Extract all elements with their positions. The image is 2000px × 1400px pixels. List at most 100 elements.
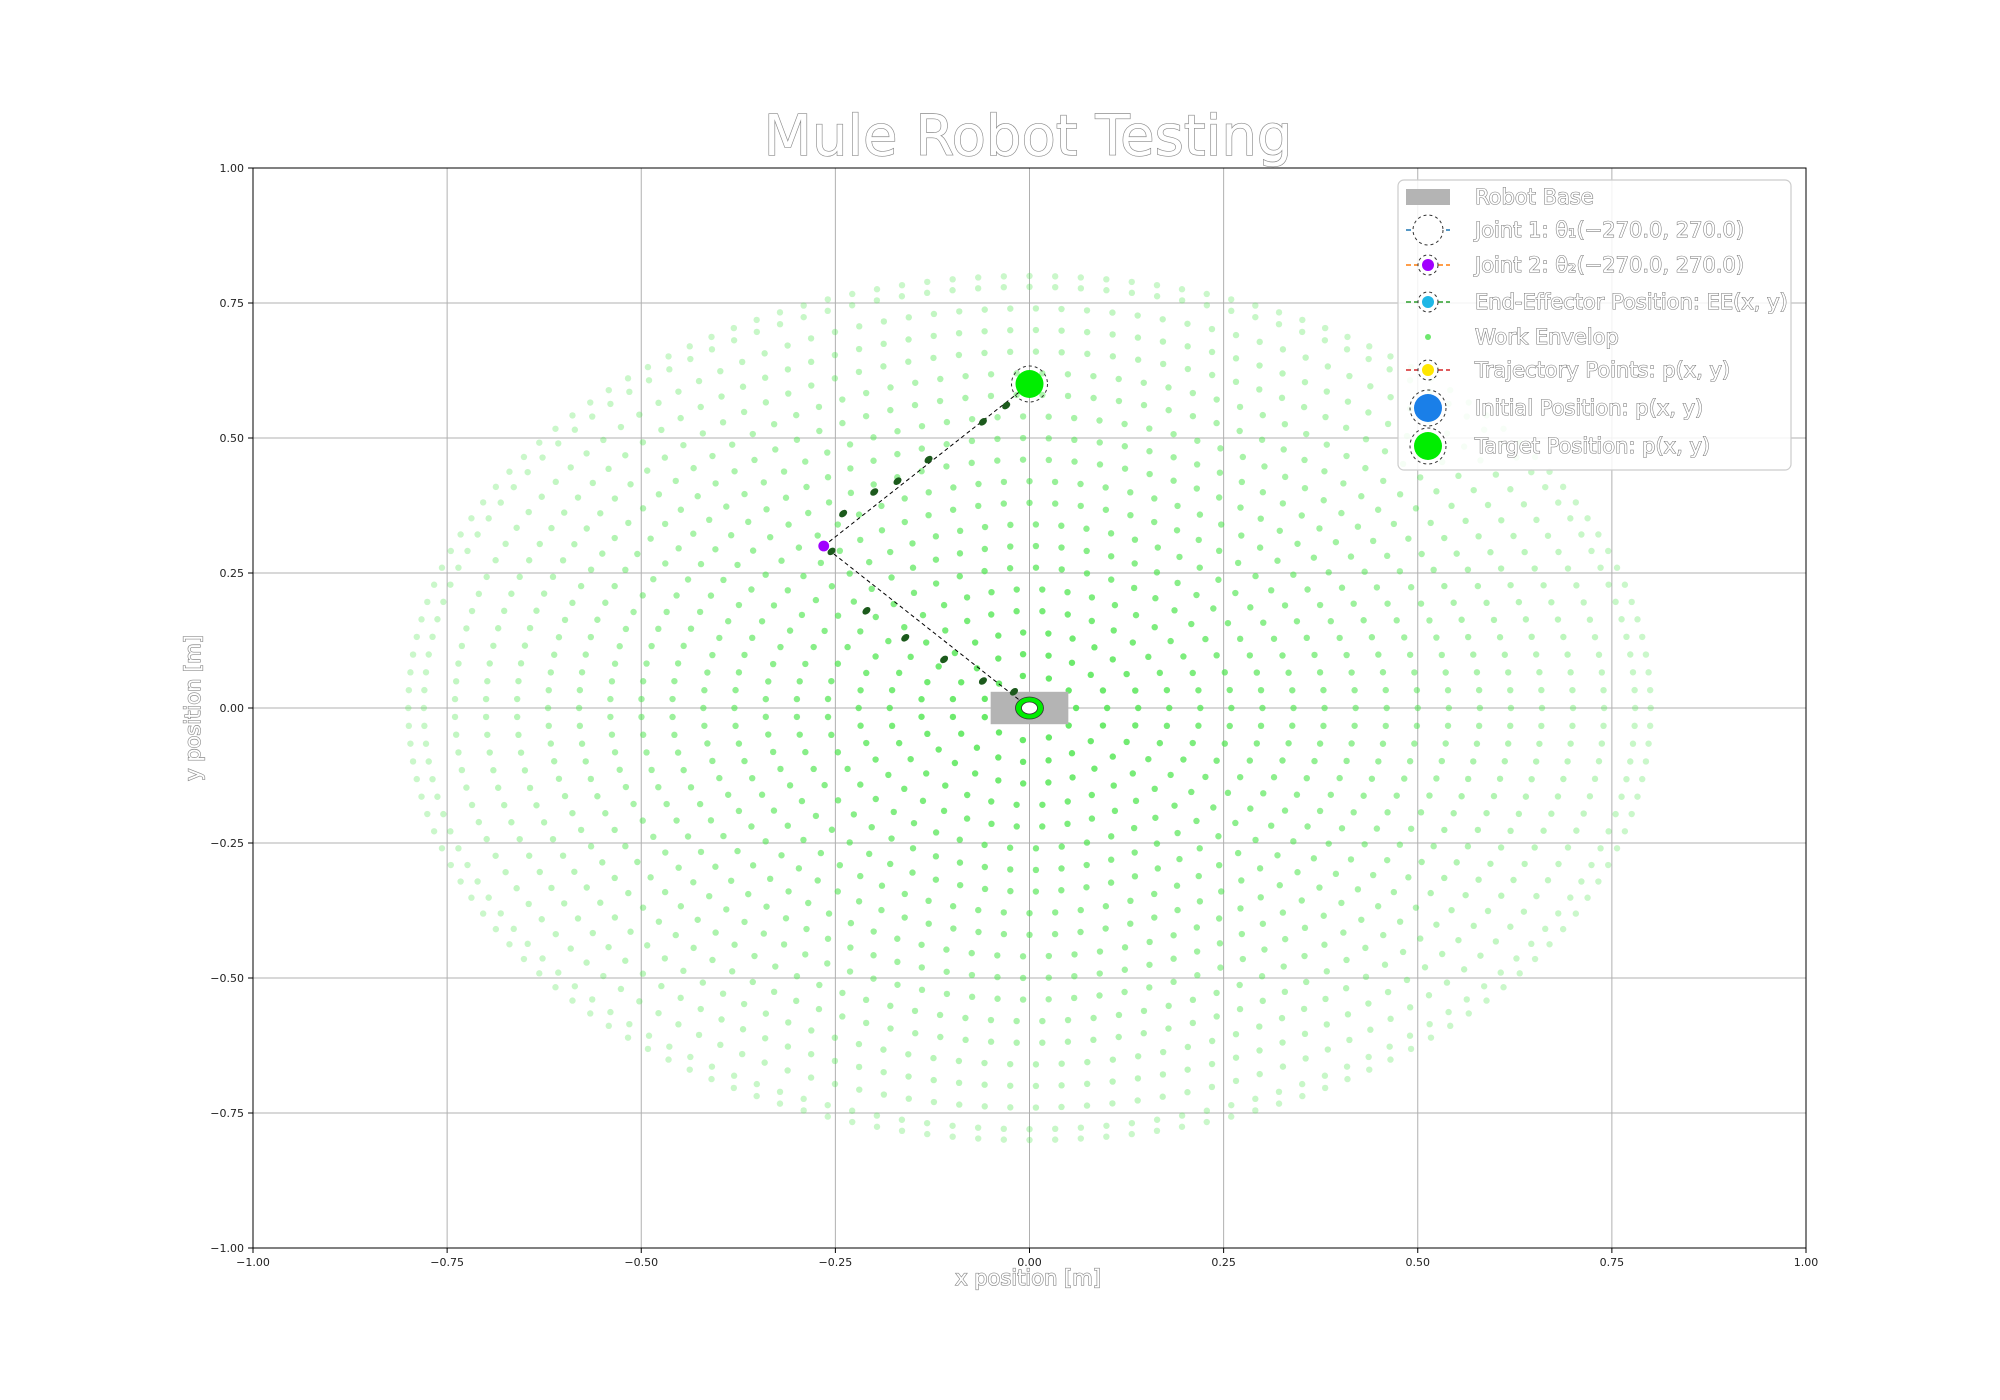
work-envelope-point (1051, 273, 1059, 280)
work-envelope-point (1077, 285, 1085, 292)
work-envelope-point (988, 611, 995, 618)
work-envelope-point (1555, 499, 1562, 506)
work-envelope-point (1167, 771, 1174, 779)
work-envelope-point (1522, 793, 1530, 800)
work-envelope-point (1406, 1032, 1414, 1039)
work-envelope-point (1045, 413, 1052, 420)
work-envelope-point (1304, 823, 1311, 830)
work-envelope-point (805, 899, 812, 907)
work-envelope-point (981, 567, 988, 575)
work-envelope-point (1256, 338, 1263, 346)
work-envelope-point (1303, 634, 1310, 642)
work-envelope-point (1631, 704, 1639, 712)
work-envelope-point (793, 436, 801, 443)
work-envelope-point (1238, 877, 1245, 884)
work-envelope-point (1268, 587, 1275, 594)
work-envelope-point (873, 1123, 881, 1130)
work-envelope-point (1382, 686, 1389, 694)
work-envelope-point (1151, 785, 1158, 793)
work-envelope-point (1257, 894, 1264, 901)
work-envelope-point (936, 1011, 944, 1019)
work-envelope-point (800, 1095, 807, 1103)
x-tick-label: −0.50 (624, 1256, 658, 1269)
work-envelope-point (863, 669, 870, 677)
work-envelope-point (583, 884, 590, 891)
work-envelope-point (949, 903, 957, 910)
work-envelope-point (1236, 635, 1244, 643)
work-envelope-point (1448, 502, 1455, 510)
work-envelope-point (451, 695, 459, 703)
work-envelope-point (549, 835, 557, 843)
work-envelope-point (1476, 704, 1484, 712)
work-envelope-point (905, 336, 912, 343)
x-tick-label: 0.50 (1406, 1256, 1431, 1269)
work-envelope-point (440, 598, 447, 606)
work-envelope-point (492, 852, 499, 859)
work-envelope-point (490, 767, 497, 774)
y-axis-label: y position [m] (181, 635, 205, 781)
work-envelope-point (849, 1118, 856, 1126)
work-envelope-point (1270, 635, 1278, 642)
work-envelope-point (808, 1027, 815, 1034)
work-envelope-point (1564, 758, 1571, 765)
work-envelope-point (680, 967, 687, 975)
work-envelope-point (1275, 320, 1283, 328)
work-envelope-point (1234, 849, 1242, 857)
y-axis-ticks: −1.00−0.75−0.50−0.250.000.250.500.751.00 (210, 162, 253, 1255)
work-envelope-point (1129, 770, 1136, 777)
joint-2-marker (817, 539, 831, 553)
work-envelope-point (1510, 532, 1517, 540)
work-envelope-point (1390, 888, 1398, 896)
work-envelope-point (1032, 564, 1040, 571)
work-envelope-point (1586, 793, 1594, 800)
work-envelope-point (923, 289, 931, 297)
work-envelope-point (1115, 1033, 1122, 1041)
work-envelope-point (1367, 1026, 1374, 1033)
work-envelope-point (1433, 634, 1440, 641)
work-envelope-point (687, 784, 695, 791)
work-envelope-point (1303, 430, 1310, 438)
work-envelope-point (655, 491, 663, 498)
trajectory-point (870, 488, 879, 496)
work-envelope-point (611, 874, 618, 882)
work-envelope-point (825, 499, 833, 506)
work-envelope-point (1528, 940, 1535, 948)
work-envelope-point (1627, 758, 1634, 765)
work-envelope-point (1128, 289, 1136, 297)
work-envelope-point (1301, 378, 1309, 386)
work-envelope-point (855, 1063, 863, 1071)
work-envelope-point (611, 495, 619, 502)
work-envelope-point (1344, 398, 1352, 405)
work-envelope-point (1071, 972, 1078, 980)
work-envelope-point (1595, 531, 1602, 538)
x-tick-label: −1.00 (236, 1256, 270, 1269)
legend-label: Robot Base (1475, 185, 1594, 209)
work-envelope-point (536, 439, 543, 446)
work-envelope-point (616, 766, 623, 773)
work-envelope-point (762, 838, 769, 845)
work-envelope-point (1441, 534, 1448, 542)
work-envelope-point (1302, 354, 1309, 361)
work-envelope-point (675, 388, 682, 395)
work-envelope-point (617, 985, 625, 993)
work-envelope-point (1507, 827, 1514, 835)
work-envelope-point (909, 869, 916, 876)
work-envelope-point (975, 480, 982, 488)
work-envelope-point (1368, 775, 1376, 782)
work-envelope-point (405, 704, 412, 712)
work-envelope-point (1584, 515, 1591, 522)
work-envelope-point (741, 757, 748, 765)
work-envelope-point (1151, 914, 1158, 921)
work-envelope-point (1084, 350, 1091, 358)
work-envelope-point (463, 625, 470, 632)
work-envelope-point (425, 651, 432, 658)
work-envelope-point (962, 394, 969, 402)
work-envelope-point (655, 625, 662, 633)
work-envelope-point (955, 1079, 963, 1087)
work-envelope-point (1438, 950, 1446, 958)
work-envelope-point (701, 722, 708, 729)
work-envelope-point (1069, 635, 1076, 642)
work-envelope-point (639, 678, 647, 685)
work-envelope-point (1646, 686, 1654, 694)
work-envelope-point (890, 808, 897, 816)
